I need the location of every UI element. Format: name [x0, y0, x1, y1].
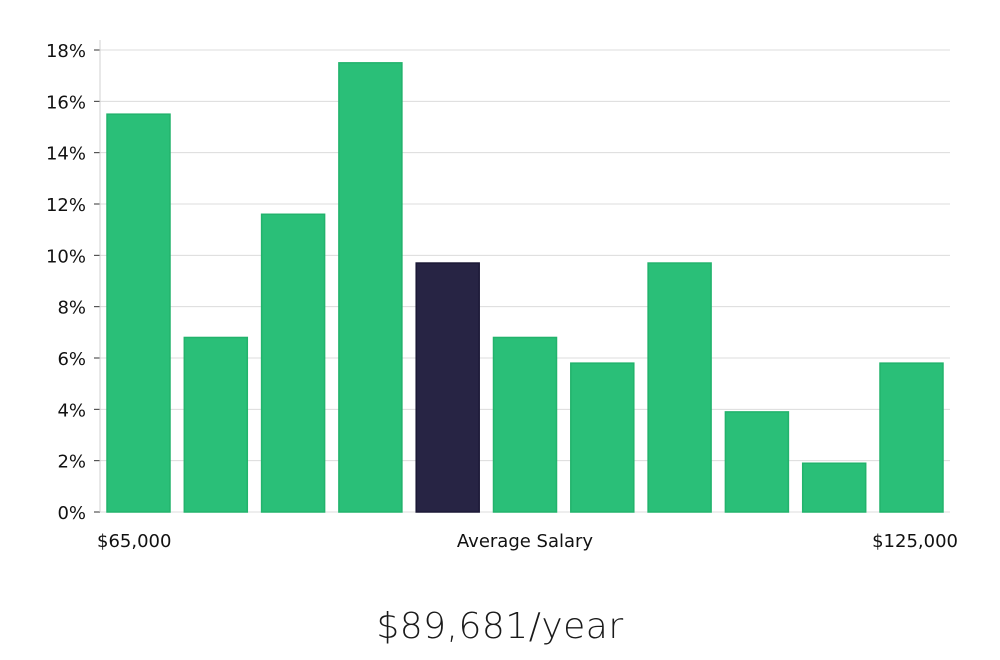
- bar-average-salary: [415, 262, 480, 513]
- bar: [647, 262, 712, 513]
- y-tick-label: 6%: [57, 349, 86, 370]
- y-axis-ticks: 0% 2% 4% 6% 8% 10% 12% 14% 16% 18%: [46, 41, 100, 524]
- y-tick-label: 2%: [57, 452, 86, 473]
- bars: [106, 62, 944, 513]
- x-label-min: $65,000: [97, 531, 171, 552]
- bar: [801, 462, 867, 513]
- bar: [106, 113, 171, 513]
- y-tick-label: 0%: [57, 503, 86, 524]
- bar: [570, 362, 635, 513]
- bar: [260, 213, 326, 513]
- y-tick-label: 8%: [57, 298, 86, 319]
- bar: [724, 411, 790, 513]
- salary-histogram-chart: 0% 2% 4% 6% 8% 10% 12% 14% 16% 18% $65,000 Averag…: [46, 40, 958, 552]
- x-label-center: Average Salary: [457, 531, 594, 552]
- bar: [338, 62, 403, 513]
- average-salary-value: $89,681/year: [376, 606, 624, 647]
- bar: [183, 336, 249, 513]
- y-tick-label: 12%: [46, 195, 86, 216]
- y-tick-label: 14%: [46, 144, 86, 165]
- bar: [492, 336, 558, 513]
- y-tick-label: 4%: [57, 400, 86, 421]
- y-tick-label: 10%: [46, 246, 86, 267]
- bar: [879, 362, 944, 513]
- x-label-max: $125,000: [872, 531, 958, 552]
- y-tick-label: 16%: [46, 92, 86, 113]
- y-tick-label: 18%: [46, 41, 86, 62]
